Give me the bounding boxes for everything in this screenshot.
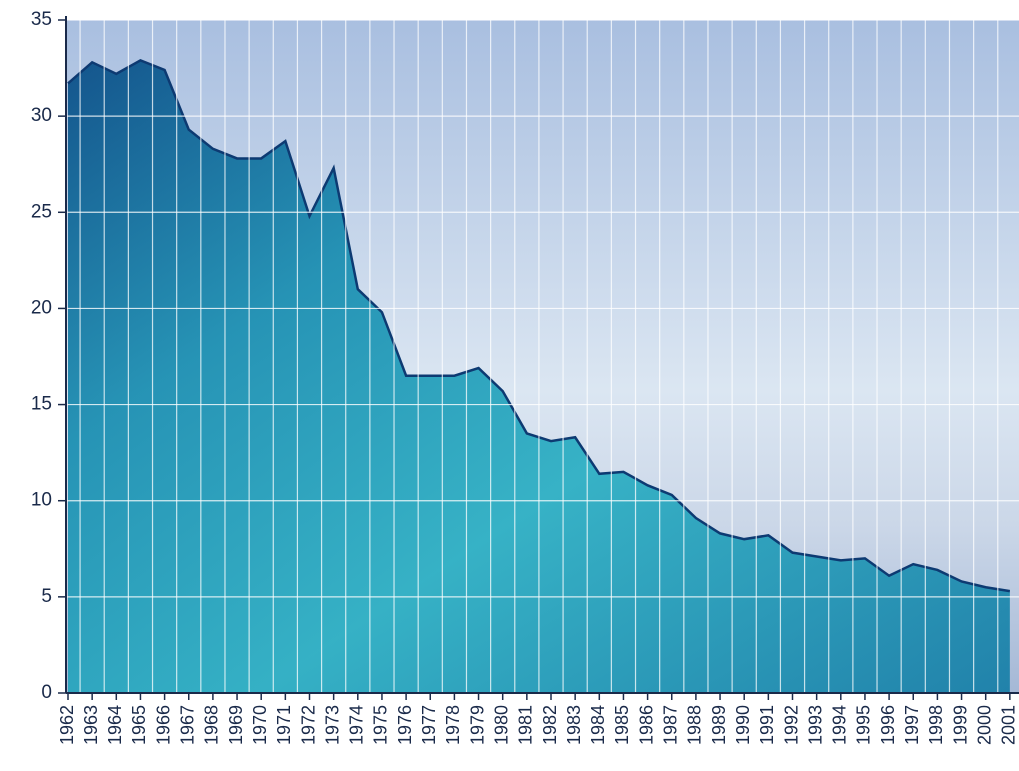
- y-tick-label: 5: [41, 586, 52, 607]
- x-tick-label: 1963: [81, 705, 101, 745]
- y-tick-label: 30: [31, 105, 52, 126]
- x-tick-label: 1971: [274, 705, 294, 745]
- x-tick-label: 1985: [612, 705, 632, 745]
- x-tick-label: 1996: [878, 705, 898, 745]
- x-tick-label: 1992: [781, 705, 801, 745]
- y-tick-label: 0: [41, 682, 52, 703]
- x-tick-label: 1962: [57, 705, 77, 745]
- x-tick-label: 1981: [516, 705, 536, 745]
- x-tick-label: 1995: [854, 705, 874, 745]
- x-tick-label: 1983: [564, 705, 584, 745]
- x-tick-label: 1967: [178, 705, 198, 745]
- x-tick-label: 1994: [830, 705, 850, 745]
- x-tick-label: 1991: [757, 705, 777, 745]
- x-tick-label: 1972: [298, 705, 318, 745]
- x-tick-label: 1964: [105, 705, 125, 745]
- area: [68, 60, 1010, 693]
- x-tick-label: 1979: [467, 705, 487, 745]
- y-tick-label: 20: [31, 297, 52, 318]
- y-tick-label: 35: [31, 9, 52, 30]
- x-tick-label: 1987: [661, 705, 681, 745]
- x-tick-label: 1977: [419, 705, 439, 745]
- y-tick-label: 15: [31, 394, 52, 415]
- x-tick-label: 1998: [926, 705, 946, 745]
- x-tick-label: 1986: [636, 705, 656, 745]
- y-tick-label: 25: [31, 201, 52, 222]
- x-tick-label: 1976: [395, 705, 415, 745]
- x-tick-label: 1974: [347, 705, 367, 745]
- x-tick-label: 1989: [709, 705, 729, 745]
- x-tick-label: 1993: [805, 705, 825, 745]
- x-tick-label: 1965: [129, 705, 149, 745]
- x-tick-label: 1990: [733, 705, 753, 745]
- x-tick-label: 1975: [371, 705, 391, 745]
- x-tick-label: 1982: [540, 705, 560, 745]
- x-tick-label: 1973: [322, 705, 342, 745]
- y-tick-label: 10: [31, 490, 52, 511]
- x-tick-label: 1978: [443, 705, 463, 745]
- x-tick-label: 1988: [685, 705, 705, 745]
- x-tick-label: 1997: [902, 705, 922, 745]
- x-tick-label: 2001: [999, 705, 1019, 745]
- x-tick-label: 2000: [974, 705, 994, 745]
- x-tick-label: 1999: [950, 705, 970, 745]
- x-tick-label: 1968: [202, 705, 222, 745]
- x-tick-label: 1970: [250, 705, 270, 745]
- x-tick-label: 1969: [226, 705, 246, 745]
- x-tick-label: 1966: [153, 705, 173, 745]
- x-tick-label: 1980: [491, 705, 511, 745]
- x-tick-label: 1984: [588, 705, 608, 745]
